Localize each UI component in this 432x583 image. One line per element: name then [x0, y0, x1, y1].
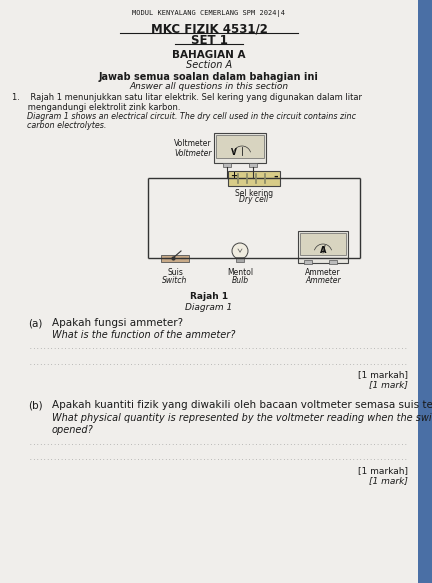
Bar	[249, 163, 257, 167]
Text: [1 mark]: [1 mark]	[369, 380, 408, 389]
Text: What is the function of the ammeter?: What is the function of the ammeter?	[52, 330, 235, 340]
Text: MODUL KENYALANG CEMERLANG SPM 2024|4: MODUL KENYALANG CEMERLANG SPM 2024|4	[133, 10, 286, 17]
Text: A: A	[320, 246, 326, 255]
Text: Bulb: Bulb	[232, 276, 248, 285]
Bar	[228, 170, 280, 185]
Text: BAHAGIAN A: BAHAGIAN A	[172, 50, 246, 60]
Bar	[300, 233, 346, 255]
Bar	[236, 257, 244, 262]
Bar	[418, 0, 432, 583]
Bar	[161, 255, 189, 262]
Text: (a): (a)	[28, 318, 42, 328]
Text: Diagram 1 shows an electrical circuit. The dry cell used in the circuit contains: Diagram 1 shows an electrical circuit. T…	[12, 112, 356, 121]
Text: MKC FIZIK 4531/2: MKC FIZIK 4531/2	[151, 22, 267, 35]
Text: Jawab semua soalan dalam bahagian ini: Jawab semua soalan dalam bahagian ini	[99, 72, 319, 82]
Text: mengandungi elektrolit zink karbon.: mengandungi elektrolit zink karbon.	[12, 103, 181, 112]
Text: +: +	[230, 171, 237, 181]
Text: SET 1: SET 1	[191, 34, 227, 47]
Text: [1 markah]: [1 markah]	[358, 466, 408, 475]
Text: Answer all questions in this section: Answer all questions in this section	[130, 82, 289, 91]
Text: (b): (b)	[28, 400, 43, 410]
Text: opened?: opened?	[52, 425, 94, 435]
Bar	[216, 135, 264, 158]
Text: Voltmeter: Voltmeter	[175, 149, 212, 157]
Text: Suis: Suis	[167, 268, 183, 277]
Text: Ammeter: Ammeter	[305, 276, 341, 285]
Text: [1 mark]: [1 mark]	[369, 476, 408, 485]
Text: Rajah 1: Rajah 1	[190, 292, 228, 301]
Bar	[298, 231, 348, 263]
Text: Apakah kuantiti fizik yang diwakili oleh bacaan voltmeter semasa suis terbuka?: Apakah kuantiti fizik yang diwakili oleh…	[52, 400, 432, 410]
Text: Mentol: Mentol	[227, 268, 253, 277]
Bar	[329, 260, 337, 264]
Text: Switch: Switch	[162, 276, 187, 285]
Text: 1.    Rajah 1 menunjukkan satu litar elektrik. Sel kering yang digunakan dalam l: 1. Rajah 1 menunjukkan satu litar elektr…	[12, 93, 362, 102]
Text: What physical quantity is represented by the voltmeter reading when the switch i: What physical quantity is represented by…	[52, 413, 432, 423]
Text: [1 markah]: [1 markah]	[358, 370, 408, 379]
Text: Sel kering: Sel kering	[235, 188, 273, 198]
Bar	[214, 133, 266, 163]
Text: Section A: Section A	[186, 60, 232, 70]
Circle shape	[232, 243, 248, 259]
Bar	[304, 260, 312, 264]
Text: carbon electrolytes.: carbon electrolytes.	[12, 121, 106, 130]
Text: Ammeter: Ammeter	[305, 268, 341, 277]
Text: Voltmeter: Voltmeter	[175, 139, 212, 147]
Text: Apakah fungsi ammeter?: Apakah fungsi ammeter?	[52, 318, 183, 328]
Text: Dry cell: Dry cell	[239, 195, 269, 205]
Text: Diagram 1: Diagram 1	[185, 303, 232, 312]
Text: V: V	[231, 148, 237, 157]
Text: -: -	[273, 171, 278, 181]
Bar	[223, 163, 231, 167]
